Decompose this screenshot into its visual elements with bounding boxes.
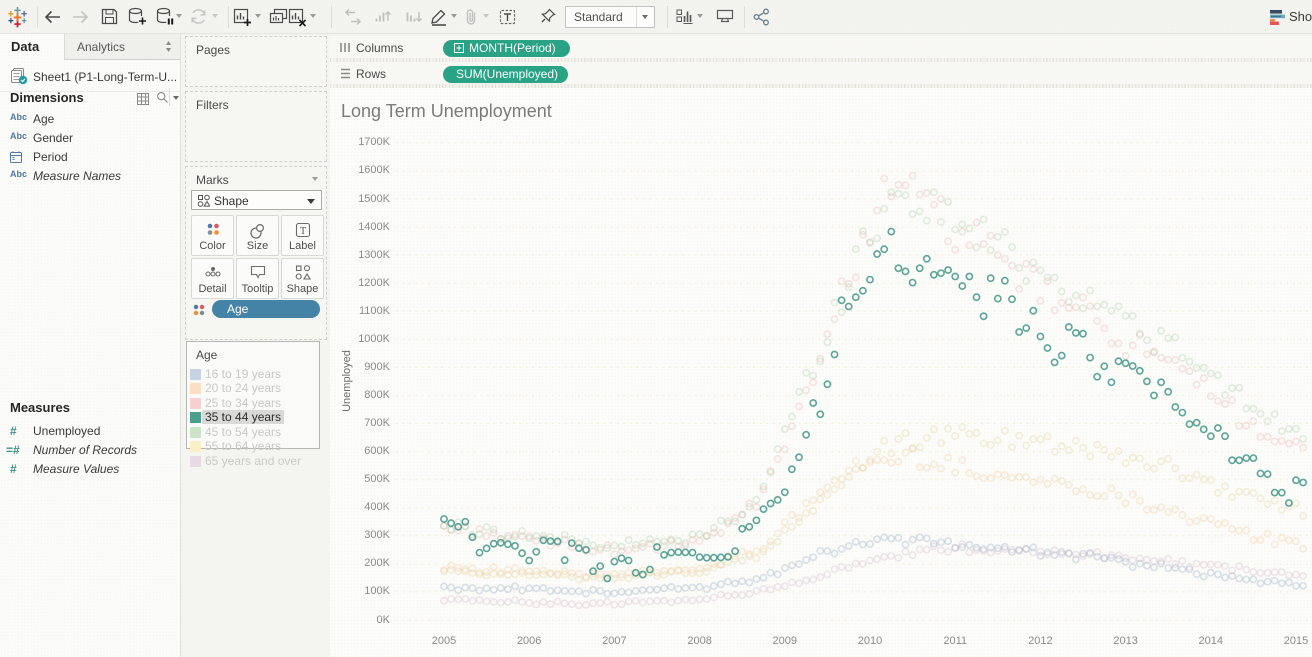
svg-text:T: T (299, 226, 305, 237)
